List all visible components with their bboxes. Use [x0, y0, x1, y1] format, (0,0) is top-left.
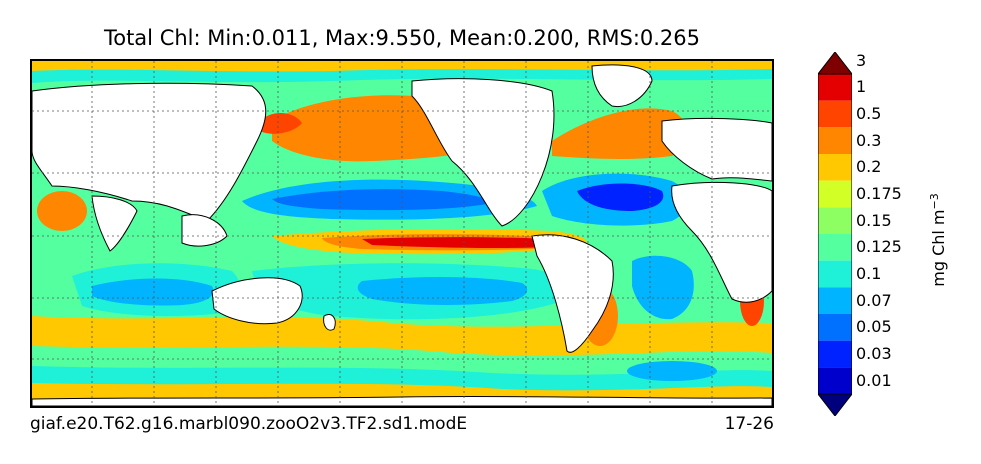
colorbar-tick-label: 0.175: [856, 184, 902, 203]
colorbar-extend-min: [818, 393, 852, 416]
colorbar-tick-label: 3: [856, 50, 867, 70]
indian-ocean-gyre-core: [92, 278, 214, 306]
land-europe: [661, 117, 772, 182]
land-africa: [671, 181, 772, 303]
colorbar-segment: [818, 367, 852, 394]
chlorophyll-map: [30, 59, 774, 408]
colorbar-tick-label: 0.07: [856, 290, 892, 310]
okhotsk-high: [260, 112, 302, 134]
colorbar-tick-label: 0.03: [856, 344, 892, 363]
case-name-label: giaf.e20.T62.g16.marbl090.zooO2v3.TF2.sd…: [30, 414, 468, 434]
north-atlantic-gyre-core: [577, 183, 664, 211]
north-pacific-gyre-core: [272, 189, 492, 211]
colorbar-segment: [818, 180, 852, 208]
colorbar-segment: [818, 100, 852, 128]
colorbar-segment: [818, 234, 852, 261]
north-atlantic-subpolar: [552, 108, 687, 160]
land-greenland: [591, 64, 653, 108]
year-range-label: 17-26: [724, 414, 774, 434]
colorbar-segment: [818, 260, 852, 288]
south-pacific-gyre-core: [357, 277, 528, 305]
land-australia: [211, 277, 303, 325]
land-north-america: [411, 78, 555, 227]
colorbar-segment: [818, 74, 852, 101]
colorbar-segment: [818, 340, 852, 368]
colorbar-tick-label: 1: [856, 77, 867, 97]
colorbar-tick-label: 0.2: [856, 157, 882, 177]
colorbar-units-exponent: −3: [927, 193, 941, 210]
colorbar-segment: [818, 154, 852, 181]
colorbar-units-label: mg Chl m−3: [928, 193, 948, 286]
land-asia: [32, 82, 267, 222]
south-atlantic-gyre: [632, 255, 694, 320]
land-india: [91, 195, 138, 252]
land-south-america: [531, 234, 614, 353]
colorbar-tick-label: 0.15: [856, 210, 892, 230]
arabian-sea: [37, 191, 87, 231]
figure-title: Total Chl: Min:0.011, Max:9.550, Mean:0.…: [103, 26, 701, 50]
colorbar-extend-max: [818, 52, 852, 75]
weddell-low-patch: [627, 361, 717, 381]
colorbar-segment: [818, 207, 852, 234]
colorbar-tick-label: 0.5: [856, 104, 882, 123]
colorbar-tick-label: 0.3: [856, 130, 882, 150]
equatorial-core-red: [362, 237, 558, 249]
colorbar-tick-label: 0.1: [856, 264, 882, 283]
colorbar-segment: [818, 314, 852, 341]
colorbar-segment: [818, 127, 852, 154]
colorbar-tick-label: 0.125: [856, 237, 902, 257]
colorbar: [818, 52, 852, 416]
colorbar-tick-label: 0.01: [856, 370, 892, 390]
map-canvas: [32, 61, 772, 406]
colorbar-units-text: mg Chl m: [929, 209, 949, 287]
land-new-zealand: [323, 314, 336, 331]
colorbar-tick-label: 0.05: [856, 317, 892, 337]
colorbar-segment: [818, 287, 852, 314]
